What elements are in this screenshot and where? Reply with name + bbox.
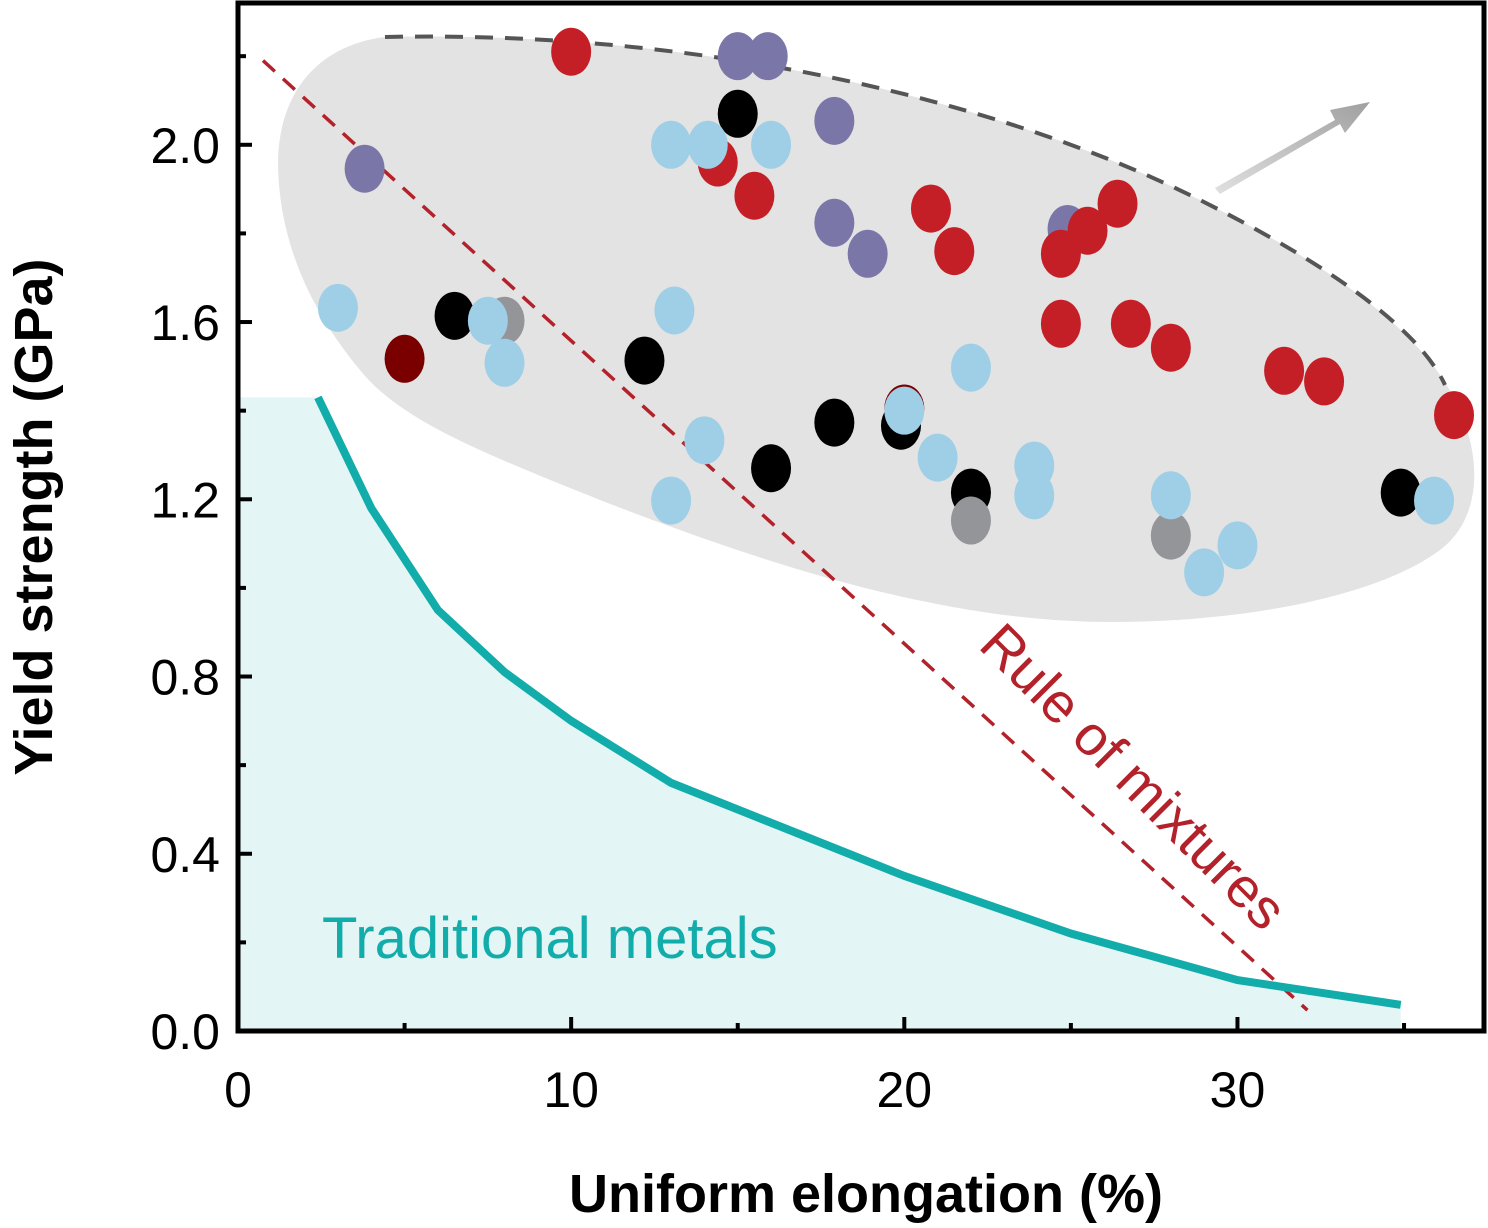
data-point-purple	[717, 32, 758, 81]
data-point-lightblue	[651, 120, 692, 169]
traditional-metals-region	[238, 397, 1401, 1031]
data-point-red	[734, 171, 775, 220]
x-tick-label: 10	[543, 1062, 599, 1118]
data-point-lightblue	[1014, 471, 1055, 520]
y-tick-label: 0.0	[150, 1004, 220, 1060]
data-point-gray	[950, 496, 991, 545]
data-point-lightblue	[684, 416, 725, 465]
data-point-black	[751, 444, 792, 493]
data-point-lightblue	[1217, 521, 1258, 570]
data-point-gray	[1150, 511, 1191, 560]
data-point-lightblue	[950, 343, 991, 392]
traditional-metals-label: Traditional metals	[322, 906, 778, 971]
data-point-red	[1304, 357, 1345, 406]
upper-boundary-dashed-line	[384, 34, 1447, 386]
y-tick-label: 2.0	[150, 118, 220, 174]
data-point-lightblue	[884, 386, 925, 435]
data-point-red	[1150, 323, 1191, 372]
data-point-red	[1097, 179, 1138, 228]
data-point-lightblue	[751, 120, 792, 169]
improvement-arrow-icon	[1215, 102, 1370, 194]
y-tick-label: 1.2	[150, 472, 220, 528]
data-point-lightblue	[687, 120, 728, 169]
plot-frame	[235, 0, 1487, 1034]
data-point-lightblue	[484, 338, 525, 387]
data-point-lightblue	[1184, 548, 1225, 597]
data-point-lightblue	[317, 283, 358, 332]
data-point-red	[1040, 229, 1081, 278]
data-point-red	[1040, 299, 1081, 348]
data-point-purple	[847, 229, 888, 278]
data-point-black	[1380, 468, 1421, 517]
y-axis-label: Yield strength (GPa)	[4, 258, 64, 775]
data-point-lightblue	[467, 296, 508, 345]
data-point-purple	[344, 144, 385, 193]
y-tick-label: 0.8	[150, 650, 220, 706]
data-point-purple	[814, 96, 855, 145]
data-point-red	[1110, 299, 1151, 348]
x-tick-label: 30	[1210, 1062, 1266, 1118]
data-point-red	[551, 27, 592, 76]
data-point-lightblue	[1414, 476, 1455, 525]
data-point-lightblue	[917, 433, 958, 482]
data-point-purple	[814, 198, 855, 247]
traditional-metals-curve	[314, 395, 1402, 1009]
data-point-black	[624, 336, 665, 385]
data-point-red	[934, 227, 975, 276]
data-point-lightblue	[654, 286, 695, 335]
y-tick-label: 1.6	[150, 295, 220, 351]
rule-of-mixtures-label: Rule of mixtures	[968, 611, 1299, 942]
y-tick-label: 0.4	[150, 827, 220, 883]
data-point-maroon	[384, 334, 425, 383]
x-tick-label: 0	[224, 1062, 252, 1118]
data-point-black	[434, 291, 475, 340]
data-point-black	[717, 89, 758, 138]
data-point-lightblue	[651, 476, 692, 525]
x-tick-label: 20	[876, 1062, 932, 1118]
data-point-red	[1264, 346, 1305, 395]
data-point-red	[1434, 391, 1475, 440]
data-point-red	[910, 184, 951, 233]
data-point-black	[814, 398, 855, 447]
data-point-purple	[747, 32, 788, 81]
rule-of-mixtures-line	[261, 59, 1309, 1012]
x-axis-label: Uniform elongation (%)	[569, 1164, 1163, 1224]
data-point-lightblue	[1150, 471, 1191, 520]
